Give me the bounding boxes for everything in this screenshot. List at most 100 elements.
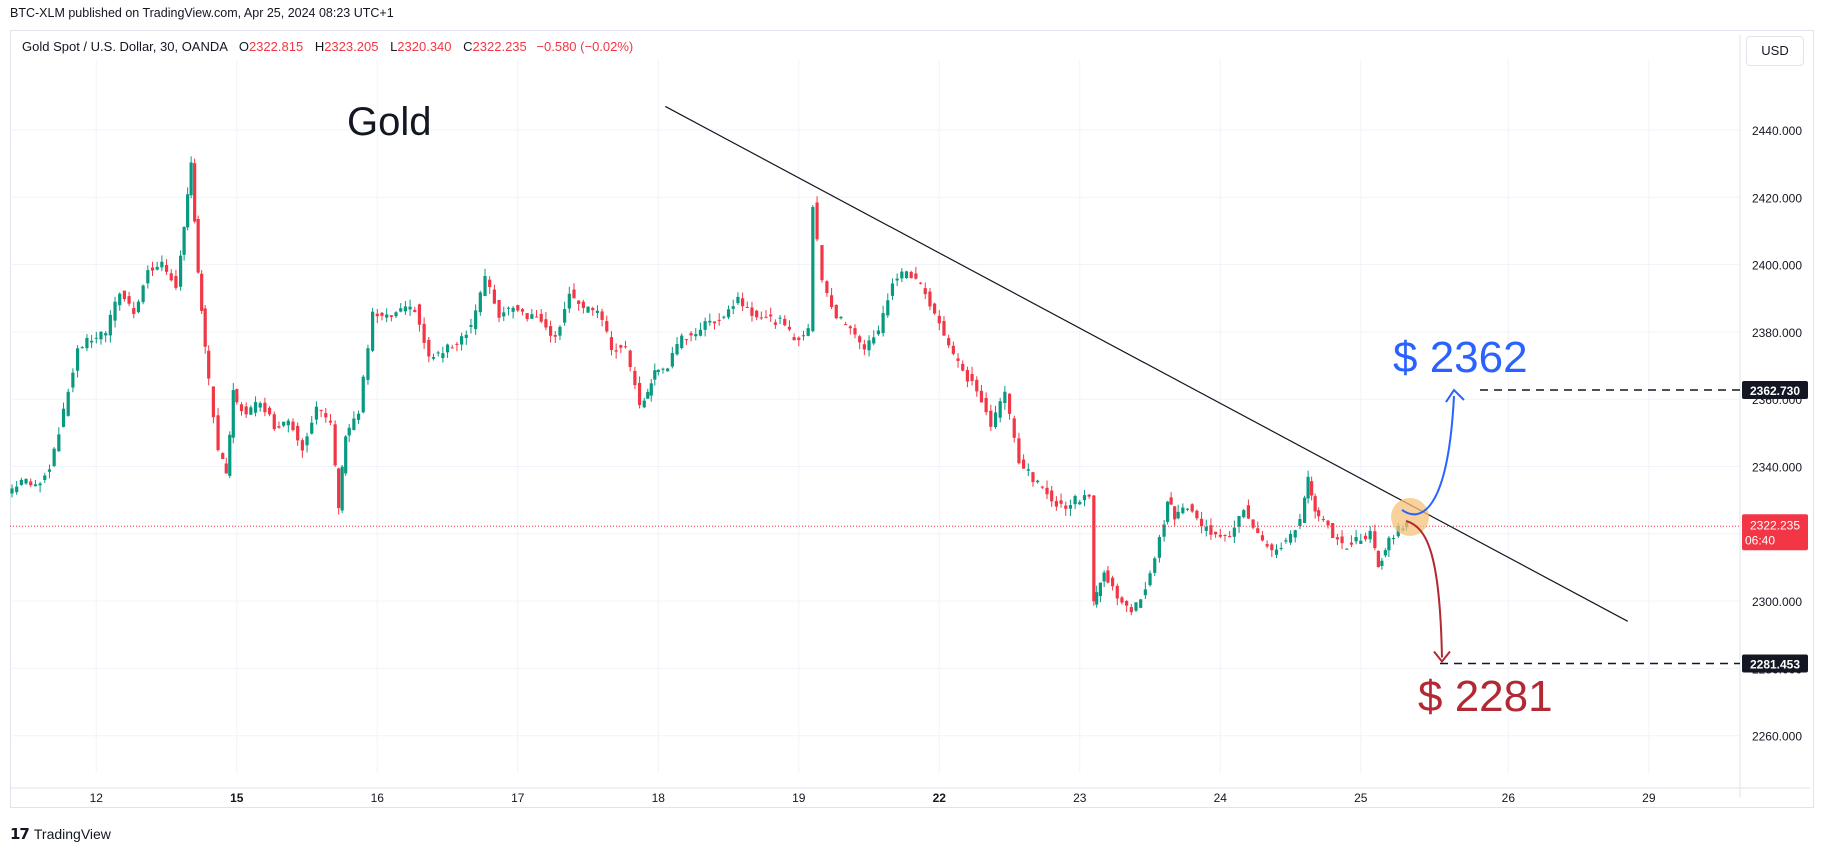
candle-body <box>445 344 450 353</box>
candle-body <box>189 162 193 196</box>
candle-body <box>708 320 712 323</box>
candle-body <box>1298 519 1302 526</box>
x-tick-label: 12 <box>90 791 104 805</box>
candle-body <box>1340 536 1344 544</box>
candle-body <box>1064 505 1068 509</box>
candle-body <box>1209 525 1213 535</box>
currency-button[interactable]: USD <box>1746 36 1804 66</box>
candle-body <box>347 427 351 436</box>
candle-body <box>1092 495 1096 602</box>
x-tick-label: 25 <box>1354 791 1368 805</box>
candle-body <box>553 335 557 337</box>
candle-body <box>787 326 792 330</box>
x-tick-label: 24 <box>1214 791 1228 805</box>
candle-body <box>455 343 459 345</box>
candle-body <box>637 382 642 406</box>
candle-body <box>1274 549 1279 555</box>
candle-body <box>310 422 314 434</box>
candle-body <box>258 403 262 408</box>
candle-body <box>1022 459 1026 469</box>
up-arrow-path <box>1401 395 1455 516</box>
candle-body <box>1139 599 1143 608</box>
candle-body <box>534 316 539 318</box>
candle-body <box>85 337 89 349</box>
candle-body <box>646 391 650 399</box>
down-target-text: $ 2281 <box>1418 672 1553 721</box>
candle-body <box>136 301 141 313</box>
candle-body <box>1237 515 1241 527</box>
tradingview-footer[interactable]: 17 TradingView <box>10 825 111 843</box>
candle-body <box>186 194 190 228</box>
candle-body <box>680 335 684 349</box>
close-label: C <box>463 39 473 54</box>
candle-body <box>886 300 890 316</box>
candle-body <box>305 436 309 446</box>
candle-body <box>1368 530 1372 540</box>
candle-body <box>1195 510 1199 519</box>
candle-body <box>853 328 857 335</box>
candle-body <box>1383 550 1387 556</box>
candle-body <box>61 408 66 427</box>
candle-body <box>801 335 806 337</box>
candle-body <box>15 486 19 493</box>
candle-body <box>1073 495 1077 505</box>
candle-body <box>314 406 319 420</box>
candle-body <box>881 313 885 334</box>
candle-body <box>1349 542 1354 545</box>
down-arrow-path <box>1405 520 1443 658</box>
candle-body <box>998 401 1002 418</box>
candle-body <box>567 293 571 309</box>
candle-body <box>1246 505 1250 519</box>
pivot-marker <box>1390 497 1429 536</box>
candle-body <box>956 358 960 361</box>
candle-body <box>1373 531 1377 549</box>
candle-body <box>80 347 84 349</box>
candle-body <box>1279 547 1283 549</box>
candle-body <box>464 334 468 338</box>
candle-body <box>244 406 248 415</box>
candle-body <box>975 379 979 392</box>
candle-body <box>844 324 848 326</box>
candle-body <box>422 323 426 343</box>
candle-body <box>340 466 344 511</box>
candle-body <box>586 306 590 313</box>
candle-body <box>764 316 768 318</box>
candle-body <box>1148 573 1152 586</box>
candles-group <box>10 156 1409 616</box>
candle-body <box>319 410 323 412</box>
symbol-legend: Gold Spot / U.S. Dollar, 30, OANDA O2322… <box>22 39 633 54</box>
candle-body <box>1003 391 1007 404</box>
candle-body <box>1288 533 1293 543</box>
candle-body <box>52 448 56 466</box>
candle-body <box>572 289 576 299</box>
candle-body <box>1232 527 1236 537</box>
candle-body <box>1190 504 1194 512</box>
candle-body <box>520 309 525 312</box>
candle-body <box>581 301 585 308</box>
candle-body <box>104 333 108 336</box>
candle-body <box>937 315 941 324</box>
candle-body <box>277 426 281 428</box>
candle-body <box>815 202 819 240</box>
candle-body <box>1293 530 1297 538</box>
candle-body <box>1204 526 1208 531</box>
candle-body <box>1256 528 1260 534</box>
candle-body <box>460 336 464 345</box>
down-target-label: 2281.453 <box>1750 658 1800 672</box>
candle-body <box>820 245 824 281</box>
candle-body <box>344 436 348 474</box>
candle-body <box>806 328 810 336</box>
candle-body <box>182 227 186 255</box>
candle-body <box>1017 438 1021 464</box>
candle-body <box>741 298 745 307</box>
candle-body <box>792 337 796 341</box>
candle-body <box>1326 520 1330 526</box>
candle-body <box>224 463 228 474</box>
candle-body <box>497 299 501 318</box>
candle-body <box>174 276 178 288</box>
candle-body <box>1087 494 1091 497</box>
candle-body <box>605 321 609 332</box>
candle-body <box>441 353 445 359</box>
candle-body <box>492 289 496 304</box>
